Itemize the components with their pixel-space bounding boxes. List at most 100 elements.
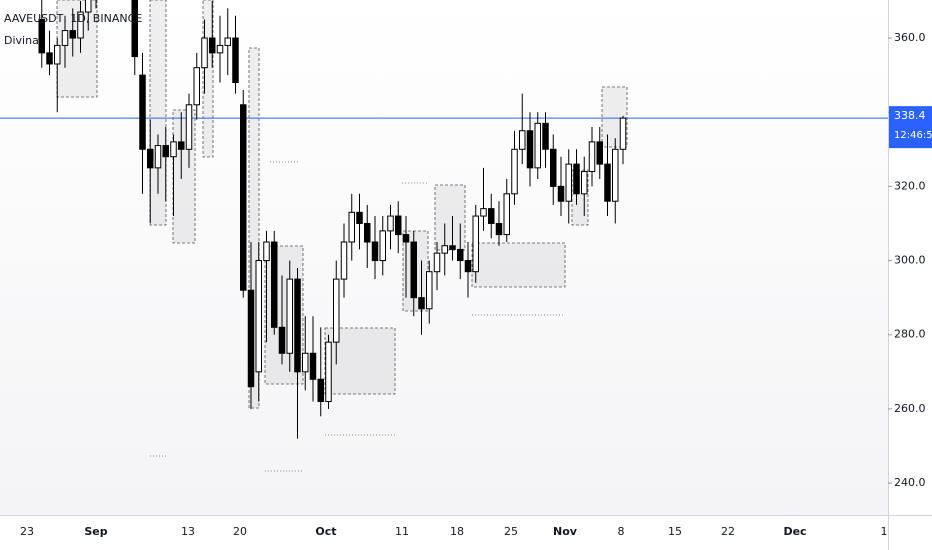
candle-body [232,37,239,84]
candle-body [503,193,510,236]
candle-body [162,145,169,158]
x-tick-label: 25 [504,525,518,538]
candle-body [581,171,588,195]
candle-body [534,122,541,169]
candle-body [573,163,580,195]
candle-body [488,208,495,224]
candle-body [61,30,69,46]
candle-body [325,341,332,403]
y-tick-label: 320.0 [894,179,926,192]
candle-body [294,278,301,373]
candle-body [371,241,379,262]
candle-body [612,148,619,202]
candle-body [472,215,479,273]
candle-body [193,67,200,106]
candle-body [185,104,193,150]
y-tick-label: 280.0 [894,328,926,341]
candle-body [317,378,324,403]
candle-body [511,148,518,195]
candle-body [387,215,394,232]
last-price: 338.4 [894,109,926,122]
candle-body [526,130,534,169]
box [202,0,214,158]
candle-body [240,104,247,291]
candle-body [395,215,402,236]
candle-body [433,252,441,273]
candle-body [495,222,503,236]
candle-body [449,245,456,250]
candle-body [464,260,472,273]
candle-body [247,289,255,388]
candle-body [278,326,286,354]
candle-body [441,245,448,254]
y-tick-label: 260.0 [894,402,926,415]
candle-body [356,211,363,224]
candle-body [77,11,84,39]
x-tick-label: 13 [181,525,195,538]
candle-body [224,37,231,46]
x-tick-label: 8 [618,525,625,538]
candle-body [154,145,162,169]
candle-body [309,352,317,380]
candle-body [302,352,309,373]
candle-body [209,37,216,54]
x-tick-label: Nov [553,525,578,538]
candle-body [46,52,53,65]
box [149,0,167,226]
candle-body [348,211,355,243]
candle-body [85,0,92,13]
box [248,47,260,409]
candle-body [410,241,417,299]
candle-body [170,141,177,158]
candle-body [131,0,138,58]
candle-body [418,297,425,310]
x-tick-label: Oct [315,525,336,538]
chart-title: AAVEUSDT, 1D, BINANCE [4,12,142,25]
candle-body [588,141,596,173]
candle-body [457,248,464,262]
countdown: 12:46:59 [894,130,932,141]
indicator-name: Divina [4,34,39,47]
candle-body [271,241,278,328]
x-tick-label: Dec [783,525,806,538]
candle-body [364,222,371,243]
candle-body [557,185,565,202]
candle-body [263,241,270,262]
candle-body [216,44,224,54]
x-tick-label: 18 [450,525,464,538]
box [471,242,566,288]
price-tag [889,106,932,149]
candle-body [550,148,557,187]
candle-body [619,117,627,150]
plot-bg [0,0,888,515]
candle-body [340,241,348,280]
x-tick-label: 23 [20,525,34,538]
x-tick-label: 1 [881,525,888,538]
candle-body [596,141,603,165]
candle-body [69,30,76,39]
candle-body [542,122,549,150]
y-tick-label: 360.0 [894,31,926,44]
y-tick-label: 300.0 [894,254,926,267]
x-tick-label: 15 [668,525,682,538]
candle-body [604,163,611,202]
candle-body [333,278,340,343]
y-tick-label: 240.0 [894,476,926,489]
candle-body [54,44,61,65]
candle-body [38,18,45,54]
candle-body [139,74,146,150]
x-tick-label: 20 [233,525,247,538]
candle-body [565,163,572,202]
candle-body [255,260,262,373]
candle-body [379,230,386,262]
x-tick-label: 22 [721,525,735,538]
candle-body [286,278,293,354]
candle-body [201,37,208,69]
x-tick-label: Sep [84,525,107,538]
candles [38,0,627,439]
candle-body [426,271,433,310]
candle-body [147,148,154,169]
candle-body [178,141,185,150]
candle-body [480,208,487,217]
